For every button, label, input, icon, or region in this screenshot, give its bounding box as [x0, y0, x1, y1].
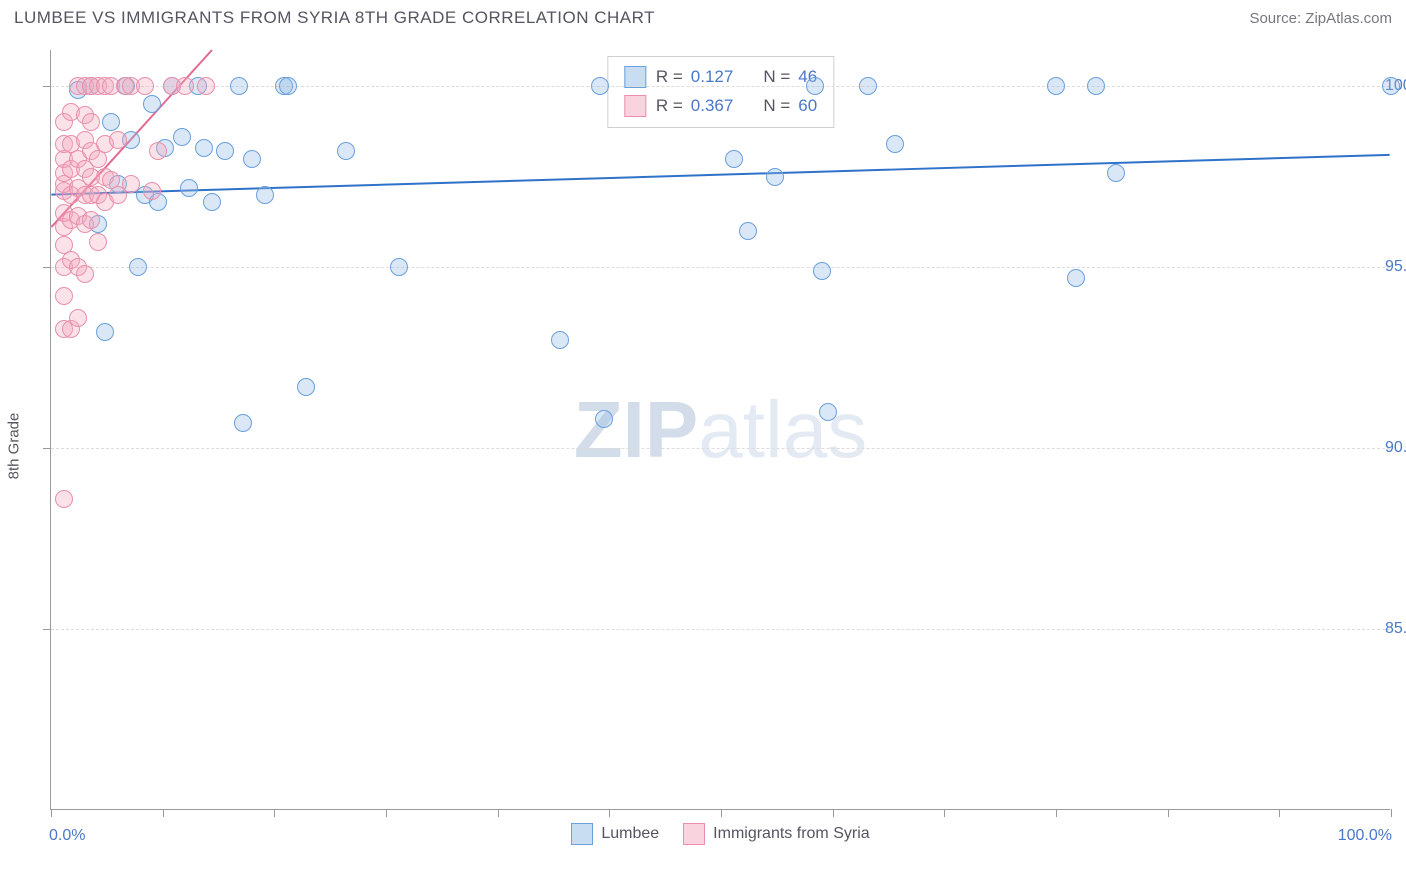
- data-point-blue: [243, 150, 261, 168]
- legend-row: R = 0.367 N = 60: [624, 92, 817, 121]
- swatch-pink-icon: [624, 95, 646, 117]
- data-point-blue: [390, 258, 408, 276]
- data-point-blue: [1067, 269, 1085, 287]
- y-tick-label: 85.0%: [1385, 620, 1406, 638]
- data-point-blue: [96, 323, 114, 341]
- chart-title: LUMBEE VS IMMIGRANTS FROM SYRIA 8TH GRAD…: [14, 8, 655, 28]
- series-legend: Lumbee Immigrants from Syria: [51, 823, 1390, 845]
- x-tick: [386, 809, 387, 817]
- swatch-pink-icon: [683, 823, 705, 845]
- gridline: [51, 448, 1390, 449]
- data-point-blue: [739, 222, 757, 240]
- data-point-blue: [102, 113, 120, 131]
- data-point-blue: [819, 403, 837, 421]
- swatch-blue-icon: [624, 66, 646, 88]
- data-point-blue: [234, 414, 252, 432]
- source-label: Source: ZipAtlas.com: [1249, 10, 1392, 27]
- data-point-blue: [297, 378, 315, 396]
- data-point-blue: [813, 262, 831, 280]
- data-point-pink: [149, 142, 167, 160]
- legend-row: R = 0.127 N = 46: [624, 63, 817, 92]
- legend-label: Immigrants from Syria: [713, 825, 869, 843]
- x-tick: [609, 809, 610, 817]
- data-point-pink: [76, 265, 94, 283]
- data-point-pink: [55, 287, 73, 305]
- x-tick: [944, 809, 945, 817]
- data-point-pink: [136, 77, 154, 95]
- legend-item: Lumbee: [571, 823, 659, 845]
- data-point-pink: [122, 175, 140, 193]
- data-point-blue: [256, 186, 274, 204]
- gridline: [51, 267, 1390, 268]
- x-tick: [1056, 809, 1057, 817]
- data-point-pink: [143, 182, 161, 200]
- x-tick: [51, 809, 52, 817]
- data-point-blue: [180, 179, 198, 197]
- data-point-pink: [197, 77, 215, 95]
- data-point-blue: [279, 77, 297, 95]
- data-point-pink: [82, 211, 100, 229]
- y-tick: [43, 629, 51, 630]
- x-tick: [721, 809, 722, 817]
- data-point-blue: [1087, 77, 1105, 95]
- data-point-blue: [203, 193, 221, 211]
- x-tick: [274, 809, 275, 817]
- data-point-blue: [230, 77, 248, 95]
- data-point-blue: [551, 331, 569, 349]
- y-tick-label: 90.0%: [1385, 439, 1406, 457]
- gridline: [51, 86, 1390, 87]
- y-tick-label: 95.0%: [1385, 258, 1406, 276]
- stats-legend: R = 0.127 N = 46 R = 0.367 N = 60: [607, 56, 834, 128]
- x-tick: [498, 809, 499, 817]
- x-tick: [1279, 809, 1280, 817]
- data-point-pink: [89, 233, 107, 251]
- gridline: [51, 629, 1390, 630]
- data-point-pink: [109, 131, 127, 149]
- y-tick: [43, 448, 51, 449]
- x-tick: [163, 809, 164, 817]
- data-point-blue: [591, 77, 609, 95]
- data-point-blue: [859, 77, 877, 95]
- y-tick: [43, 267, 51, 268]
- data-point-blue: [216, 142, 234, 160]
- data-point-pink: [176, 77, 194, 95]
- legend-label: Lumbee: [601, 825, 659, 843]
- data-point-blue: [806, 77, 824, 95]
- data-point-blue: [725, 150, 743, 168]
- x-axis-start-label: 0.0%: [49, 827, 85, 845]
- data-point-blue: [1047, 77, 1065, 95]
- legend-item: Immigrants from Syria: [683, 823, 869, 845]
- data-point-pink: [82, 113, 100, 131]
- x-tick: [833, 809, 834, 817]
- data-point-blue: [1107, 164, 1125, 182]
- data-point-pink: [55, 490, 73, 508]
- swatch-blue-icon: [571, 823, 593, 845]
- data-point-blue: [195, 139, 213, 157]
- x-axis-end-label: 100.0%: [1338, 827, 1392, 845]
- y-tick: [43, 86, 51, 87]
- data-point-blue: [886, 135, 904, 153]
- data-point-pink: [69, 309, 87, 327]
- y-axis-label: 8th Grade: [6, 413, 23, 480]
- scatter-plot: ZIPatlas R = 0.127 N = 46 R = 0.367 N = …: [50, 50, 1390, 810]
- x-tick: [1391, 809, 1392, 817]
- data-point-blue: [129, 258, 147, 276]
- data-point-blue: [766, 168, 784, 186]
- title-bar: LUMBEE VS IMMIGRANTS FROM SYRIA 8TH GRAD…: [0, 0, 1406, 34]
- data-point-blue: [143, 95, 161, 113]
- data-point-blue: [173, 128, 191, 146]
- x-tick: [1168, 809, 1169, 817]
- data-point-blue: [595, 410, 613, 428]
- data-point-blue: [1382, 77, 1400, 95]
- data-point-blue: [337, 142, 355, 160]
